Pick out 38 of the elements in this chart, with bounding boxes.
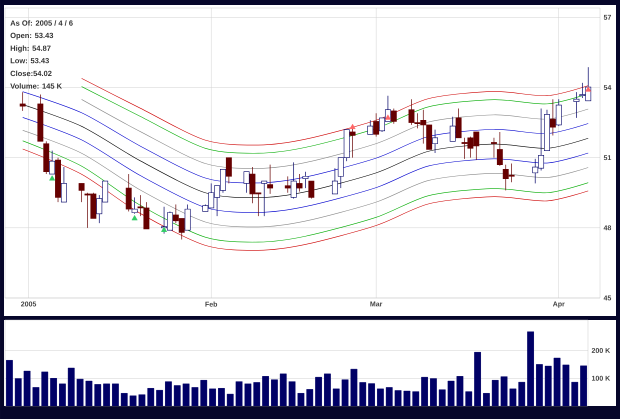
candlestick <box>20 92 26 112</box>
line-series <box>22 130 589 228</box>
line-series <box>22 91 589 184</box>
point <box>350 124 356 130</box>
candlestick <box>296 174 303 192</box>
candlestick <box>491 137 497 158</box>
candlestick <box>373 112 380 137</box>
line-series <box>22 117 589 213</box>
candlestick <box>126 174 132 212</box>
candlestick <box>308 180 314 199</box>
candlestick <box>60 166 67 202</box>
candlestick <box>132 197 138 214</box>
point <box>49 175 56 181</box>
candlestick <box>496 132 503 166</box>
point <box>132 215 138 220</box>
candlestick <box>244 171 250 194</box>
candlestick <box>367 120 374 135</box>
candlestick <box>261 180 268 216</box>
point <box>161 226 168 232</box>
point <box>384 114 391 120</box>
candlestick <box>432 129 438 154</box>
candlestick <box>302 171 308 188</box>
candlestick <box>284 176 291 194</box>
candlestick <box>456 108 462 138</box>
line-series <box>81 99 589 169</box>
candlestick <box>550 98 556 136</box>
candlestick <box>556 98 562 126</box>
candlestick <box>290 162 297 199</box>
candlestick <box>390 108 397 124</box>
candlestick <box>332 168 338 194</box>
candlestick <box>267 164 274 194</box>
candlestick <box>49 150 56 174</box>
candlestick <box>573 92 580 118</box>
candlestick <box>184 204 191 231</box>
candlestick <box>226 157 232 184</box>
candlestick <box>78 183 85 202</box>
point <box>585 86 592 92</box>
candlestick <box>450 116 456 142</box>
